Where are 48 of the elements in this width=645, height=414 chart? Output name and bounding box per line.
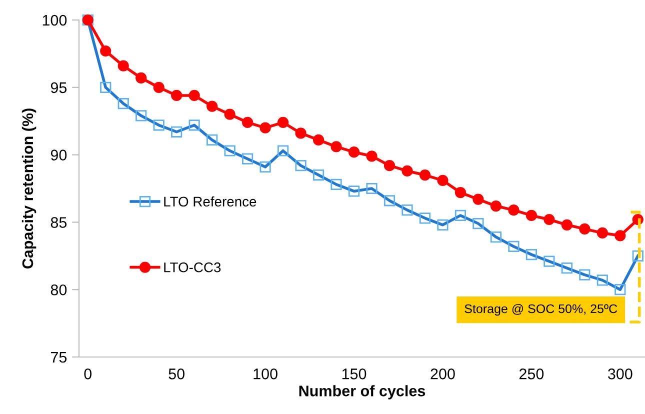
y-tick-label: 85 (50, 217, 67, 228)
point (242, 116, 254, 128)
point (437, 174, 448, 186)
annotation: Storage @ SOC 50%, 25ºC (464, 304, 618, 316)
legend-label: LTO-CC3 (164, 262, 221, 272)
point (544, 214, 555, 226)
x-tick-label: 50 (168, 368, 184, 380)
point (384, 160, 396, 172)
point (118, 60, 129, 72)
y-tick-label: 95 (50, 82, 67, 94)
x-tick-label: 200 (430, 368, 455, 380)
point (312, 134, 324, 146)
x-tick-label: 150 (342, 368, 366, 380)
y-axis-title: Capacity retention (%) (22, 108, 36, 269)
point (614, 230, 626, 242)
point (596, 227, 608, 239)
point (366, 150, 378, 162)
point (508, 204, 520, 216)
point (136, 72, 147, 84)
point (490, 200, 502, 212)
point (206, 100, 218, 112)
point (330, 141, 342, 152)
point (260, 122, 271, 134)
point (295, 128, 306, 139)
x-tick-label: 300 (608, 368, 632, 380)
point (348, 146, 360, 158)
x-tick-label: 0 (84, 368, 92, 380)
point (454, 186, 466, 198)
x-axis-title: Number of cycles (299, 385, 426, 400)
point (526, 210, 537, 222)
point (402, 165, 413, 177)
x-tick-label: 250 (519, 368, 544, 380)
y-tick-label: 90 (50, 150, 67, 160)
x-tick-label: 100 (254, 368, 278, 380)
y-tick-label: 75 (50, 352, 67, 363)
point (277, 116, 289, 128)
point (171, 90, 182, 102)
point (419, 169, 431, 181)
point (100, 45, 112, 57)
point (188, 90, 200, 102)
point (153, 82, 164, 93)
point (561, 219, 572, 230)
point (472, 194, 484, 205)
point (224, 108, 236, 120)
y-tick-label: 100 (42, 14, 67, 26)
point (579, 223, 590, 234)
legend-label: LTO Reference (164, 196, 256, 207)
y-tick-label: 80 (50, 284, 67, 296)
